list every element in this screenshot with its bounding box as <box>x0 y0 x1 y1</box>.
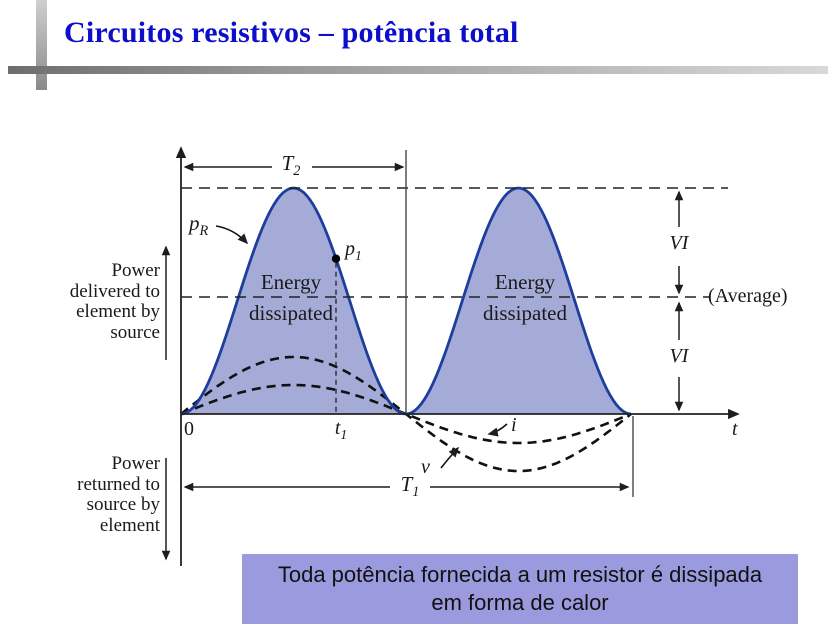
origin-label: 0 <box>184 418 194 440</box>
energy-dissipated-label-2: Energy dissipated <box>483 270 567 325</box>
vi-upper-label: VI <box>669 232 689 254</box>
t-axis-label: t <box>732 418 738 440</box>
i-pointer-arrow <box>487 423 508 437</box>
p1-point-marker <box>331 254 341 263</box>
page-title: Circuitos resistivos – potência total <box>64 16 519 49</box>
decorative-vertical-bar <box>36 0 47 90</box>
footer-note-box: Toda potência fornecida a um resistor é … <box>242 554 798 624</box>
t1-tick-label: t1 <box>334 417 348 442</box>
power-delivered-label: Power delivered to element by source <box>69 260 160 343</box>
vi-lower-label: VI <box>669 345 689 367</box>
v-label: v <box>421 456 430 478</box>
energy-dissipated-label-1: Energy dissipated <box>249 270 333 325</box>
pr-pointer-arrow <box>215 225 249 245</box>
pr-label: pR <box>189 211 209 240</box>
t1-span-label: T1 <box>400 472 420 501</box>
power-returned-label: Power returned to source by element <box>77 453 160 536</box>
decorative-horizontal-rule <box>8 66 828 74</box>
p1-label: p1 <box>345 238 362 263</box>
average-label: (Average) <box>708 285 788 307</box>
t2-label: T2 <box>281 151 301 180</box>
i-label: i <box>511 414 517 436</box>
v-pointer-arrow <box>440 446 460 469</box>
